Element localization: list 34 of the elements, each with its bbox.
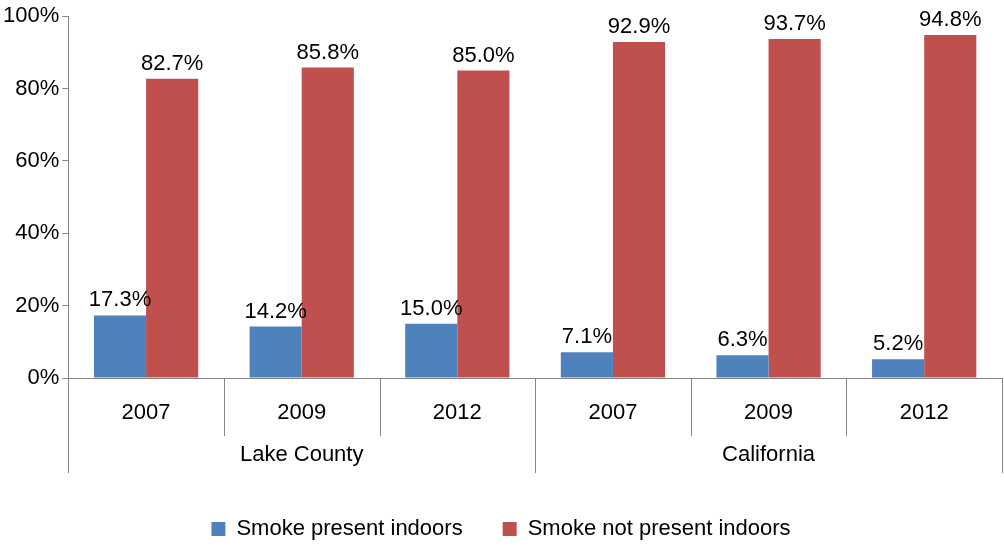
x-tick-label: 2007 xyxy=(121,399,171,425)
data-label: 85.8% xyxy=(296,38,359,64)
y-tick-label: 20% xyxy=(15,291,60,317)
y-tick-label: 80% xyxy=(15,74,60,100)
bar xyxy=(560,352,613,378)
data-label: 94.8% xyxy=(919,6,982,32)
bar xyxy=(249,326,302,378)
legend-label: Smoke present indoors xyxy=(236,515,463,541)
data-label: 92.9% xyxy=(607,12,671,38)
x-tick-label: 2012 xyxy=(899,399,949,425)
bar xyxy=(405,323,458,378)
text: Lake County xyxy=(239,441,364,467)
y-tick-label: 40% xyxy=(15,219,60,245)
x-tick-label: 2009 xyxy=(744,399,794,425)
x-tick-label: 2012 xyxy=(432,399,482,425)
bar xyxy=(768,38,821,378)
text: California xyxy=(722,441,816,467)
bar xyxy=(93,315,147,378)
x-tick-label: 2009 xyxy=(277,399,327,425)
bar xyxy=(716,355,769,378)
data-label: 85.0% xyxy=(452,41,515,67)
y-tick-label: 60% xyxy=(15,146,60,172)
data-label: 93.7% xyxy=(763,10,826,36)
data-label: 7.1% xyxy=(561,323,612,349)
y-tick-label: 0% xyxy=(27,364,60,390)
legend-label: Smoke not present indoors xyxy=(527,515,791,541)
data-label: 6.3% xyxy=(717,326,768,352)
data-label: 82.7% xyxy=(140,49,204,75)
bar xyxy=(872,359,925,378)
y-tick-label: 100% xyxy=(2,2,60,28)
data-label: 5.2% xyxy=(873,330,924,356)
bar xyxy=(924,35,977,378)
x-tick-label: 2007 xyxy=(588,399,638,425)
bar xyxy=(612,41,666,378)
